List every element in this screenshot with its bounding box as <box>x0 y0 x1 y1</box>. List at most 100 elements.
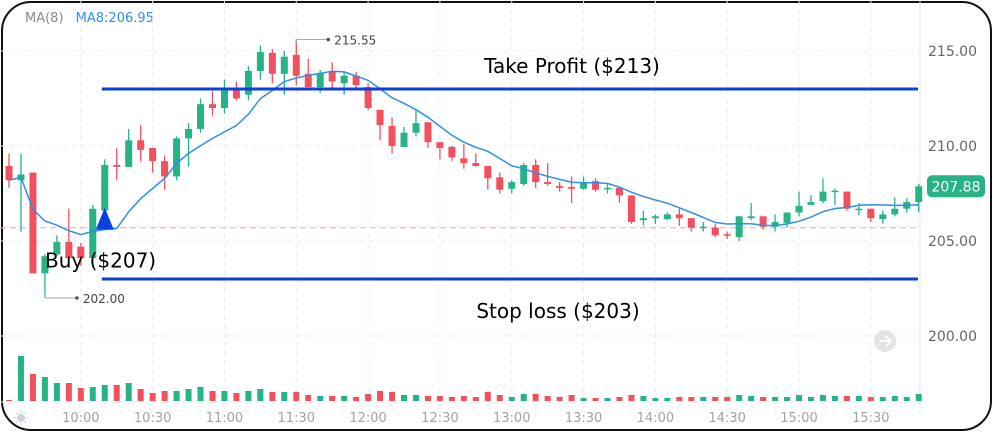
candle[interactable] <box>149 147 157 173</box>
candle[interactable] <box>137 125 145 162</box>
candle[interactable] <box>915 184 923 213</box>
candle[interactable] <box>352 71 360 89</box>
volume-bar <box>712 397 719 401</box>
candle[interactable] <box>663 212 671 221</box>
candle[interactable] <box>735 216 743 241</box>
candle[interactable] <box>472 153 480 167</box>
candle[interactable] <box>592 178 600 192</box>
candle[interactable] <box>723 231 731 240</box>
candle[interactable] <box>460 144 468 169</box>
candle[interactable] <box>615 187 623 203</box>
candle[interactable] <box>173 136 181 181</box>
candle[interactable] <box>185 123 193 167</box>
candle-body <box>388 126 396 146</box>
volume-bar <box>353 397 360 401</box>
ma-indicator-name[interactable]: MA(8) <box>25 11 64 26</box>
scroll-to-latest-button[interactable] <box>874 330 896 352</box>
volume-bar <box>389 392 396 401</box>
candle[interactable] <box>556 182 564 192</box>
time-axis[interactable]: 10:00 10:30 11:00 11:30 12:00 12:30 13:00 13:30… <box>62 411 889 426</box>
candle[interactable] <box>484 165 492 190</box>
candle-body <box>795 205 803 213</box>
candle[interactable] <box>508 180 516 194</box>
volume-bar <box>341 396 348 401</box>
candle[interactable] <box>29 172 37 274</box>
candle[interactable] <box>101 159 109 217</box>
candle-body <box>364 87 372 108</box>
candle[interactable] <box>520 163 528 186</box>
candle[interactable] <box>125 128 133 167</box>
candle[interactable] <box>771 214 779 232</box>
candle[interactable] <box>328 62 336 89</box>
candle[interactable] <box>448 146 456 162</box>
candle[interactable] <box>113 147 121 181</box>
buy-triangle-icon[interactable] <box>95 207 114 230</box>
candle-body <box>304 73 312 88</box>
candle-body <box>472 163 480 166</box>
candle[interactable] <box>161 155 169 190</box>
candle[interactable] <box>304 58 312 88</box>
candle[interactable] <box>244 66 252 101</box>
candle[interactable] <box>388 117 396 154</box>
candle[interactable] <box>424 122 432 148</box>
candle[interactable] <box>627 195 635 224</box>
candle[interactable] <box>436 142 444 160</box>
candle[interactable] <box>568 176 576 203</box>
volume-bar <box>113 385 120 401</box>
candle[interactable] <box>376 109 384 141</box>
candle[interactable] <box>17 153 25 232</box>
candle[interactable] <box>795 191 803 217</box>
sun-icon[interactable] <box>14 411 28 425</box>
candle-body <box>807 202 815 205</box>
candle[interactable] <box>208 90 216 116</box>
stop-loss-label: Stop loss ($203) <box>476 299 639 323</box>
candle-body <box>244 70 252 95</box>
candle[interactable] <box>220 79 228 114</box>
candle[interactable] <box>232 81 240 101</box>
candle[interactable] <box>268 49 276 84</box>
candle[interactable] <box>687 218 695 232</box>
volume-bar <box>508 397 515 401</box>
candle[interactable] <box>699 222 707 232</box>
candle[interactable] <box>879 210 887 224</box>
candle[interactable] <box>831 188 839 205</box>
candle[interactable] <box>256 45 264 80</box>
candle[interactable] <box>77 242 85 266</box>
candle-body <box>89 208 97 259</box>
candle[interactable] <box>340 71 348 95</box>
candle[interactable] <box>867 208 875 222</box>
candle-body <box>675 214 683 219</box>
candle[interactable] <box>53 235 61 257</box>
volume-bar <box>269 392 276 401</box>
candle-body <box>448 146 456 158</box>
candle[interactable] <box>783 212 791 228</box>
grid-lines <box>0 0 921 405</box>
candle[interactable] <box>400 127 408 147</box>
candle[interactable] <box>544 163 552 186</box>
candle[interactable] <box>496 172 504 194</box>
candle[interactable] <box>675 208 683 226</box>
candle[interactable] <box>280 51 288 95</box>
volume-bar <box>221 391 228 401</box>
candle[interactable] <box>807 195 815 205</box>
candle[interactable] <box>41 254 49 298</box>
candle[interactable] <box>651 214 659 224</box>
candle[interactable] <box>412 109 420 137</box>
candle[interactable] <box>65 208 73 260</box>
candle[interactable] <box>197 98 205 133</box>
candle[interactable] <box>891 197 899 217</box>
candle[interactable] <box>604 184 611 194</box>
high-marker-dot <box>326 37 331 42</box>
candle-body <box>723 234 731 236</box>
price-axis[interactable]: 215.00 210.00 205.00 200.00 <box>928 44 977 345</box>
time-tick-label: 11:30 <box>278 411 315 426</box>
candle[interactable] <box>759 216 767 230</box>
candle[interactable] <box>364 83 372 110</box>
candle[interactable] <box>711 223 719 238</box>
candle[interactable] <box>819 178 827 203</box>
candle[interactable] <box>5 153 13 188</box>
candle[interactable] <box>89 204 97 268</box>
candle[interactable] <box>747 203 755 221</box>
candle[interactable] <box>639 210 647 226</box>
